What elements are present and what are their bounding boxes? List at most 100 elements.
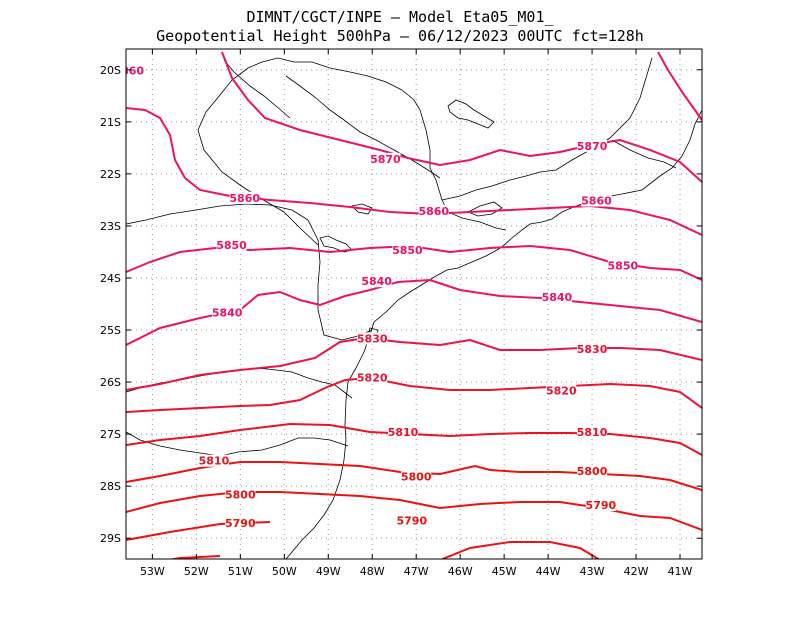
contour-label-bg [388, 426, 419, 439]
coastline [285, 334, 371, 559]
contour-label-bg [401, 470, 432, 483]
contour-label-bg [392, 243, 423, 256]
state-border [223, 59, 291, 119]
contour-5820 [126, 376, 702, 413]
contour-label-bg [225, 517, 256, 530]
contour-label-bg [357, 371, 388, 384]
y-tick-label: 20S [100, 64, 121, 77]
contour-label-bg [418, 204, 449, 217]
reservoir [351, 203, 373, 215]
contour-label-bg [541, 290, 572, 303]
contour-label-bg [216, 238, 247, 251]
contour-label: 5860 [418, 205, 449, 218]
contour-label-bg [546, 384, 577, 397]
contour-label-bg [126, 64, 145, 77]
contour-label: 5830 [357, 332, 388, 345]
x-tick-label: 46W [448, 565, 473, 578]
x-tick-label: 45W [492, 565, 517, 578]
y-tick-label: 22S [100, 168, 121, 181]
y-tick-label: 24S [100, 272, 121, 285]
x-tick-label: 50W [272, 565, 297, 578]
contour-label: 5800 [225, 489, 256, 502]
contour-5870-west [126, 107, 186, 179]
y-tick-label: 27S [100, 428, 121, 441]
axis-ticks: 53W 52W 51W 50W 49W 48W 47W 46W 45W 44W 43W 42W 41W 2… [100, 49, 702, 578]
state-border [126, 203, 373, 341]
contour-label: 5850 [392, 244, 423, 257]
contour-label-bg [577, 465, 608, 478]
contour-label-bg [225, 488, 256, 501]
coastline [369, 109, 702, 336]
x-tick-label: 48W [360, 565, 385, 578]
state-border [401, 89, 507, 231]
chart-subtitle: Geopotential Height 500hPa – 06/12/2023 … [156, 27, 644, 45]
contour-label: 5810 [388, 426, 419, 439]
x-tick-label: 41W [668, 565, 693, 578]
contour-label-bg [585, 498, 616, 511]
contour-label-bg [212, 306, 243, 319]
state-border [126, 431, 349, 457]
x-tick-label: 42W [624, 565, 649, 578]
contour-label: 5830 [577, 343, 608, 356]
y-tick-label: 28S [100, 480, 121, 493]
contour-label: 5800 [577, 465, 608, 478]
contour-label: 5820 [357, 371, 388, 384]
y-tick-label: 23S [100, 220, 121, 233]
contour-label: 5810 [577, 426, 608, 439]
contour-label: 5790 [225, 517, 256, 530]
contour-5780-east [439, 541, 601, 559]
state-border [611, 139, 677, 169]
contour-5830 [126, 336, 702, 391]
x-tick-label: 43W [580, 565, 605, 578]
contour-label: 5870 [370, 153, 401, 166]
contour-label-bg [198, 454, 229, 467]
state-border [285, 75, 441, 179]
contour-label-bg [361, 275, 392, 288]
contour-5870-north [657, 51, 702, 121]
y-tick-label: 26S [100, 376, 121, 389]
plot-frame [125, 48, 703, 560]
contour-5780 [169, 555, 221, 559]
contour-label: 5860 [581, 195, 612, 208]
contour-label-bg [357, 332, 388, 345]
contour-label-bg [577, 139, 608, 152]
contour-label-bg [229, 191, 260, 204]
reservoir [447, 99, 495, 129]
y-tick-label: 25S [100, 324, 121, 337]
state-border [441, 57, 653, 201]
contour-label: 5790 [586, 499, 617, 512]
contour-label: 5790 [396, 515, 427, 528]
contour-label: 5870 [577, 140, 608, 153]
contour-label-bg [370, 152, 401, 165]
y-tick-label: 21S [100, 116, 121, 129]
contour-label: 5850 [608, 260, 639, 273]
contour-label-bg [577, 342, 608, 355]
y-tick-label: 29S [100, 532, 121, 545]
x-tick-label: 49W [316, 565, 341, 578]
contour-5790 [126, 491, 702, 531]
x-tick-label: 52W [184, 565, 209, 578]
contour-5810 [126, 422, 702, 456]
reservoir [467, 201, 503, 217]
contour-label: 5820 [546, 384, 577, 397]
x-tick-label: 47W [404, 565, 429, 578]
contour-label: 5860 [229, 192, 260, 205]
contour-label-bg [396, 514, 427, 527]
contour-labels: 5870 5870 5860 5860 5860 5850 5850 5850 5840 5840… [121, 64, 639, 530]
contour-label: 5800 [401, 470, 432, 483]
contour-label: 5840 [212, 306, 243, 319]
contour-label-bg [581, 194, 612, 207]
contour-label-bg [577, 426, 608, 439]
contour-label: 860 [121, 64, 144, 77]
contour-label-bg [607, 259, 638, 272]
contour-label: 5810 [199, 455, 230, 468]
x-tick-label: 44W [536, 565, 561, 578]
contour-label: 5840 [361, 275, 392, 288]
contour-label: 5850 [216, 239, 247, 252]
chart-title: DIMNT/CGCT/INPE – Model Eta05_M01_ [246, 8, 554, 26]
x-tick-label: 51W [228, 565, 253, 578]
contour-label: 5840 [542, 291, 573, 304]
x-tick-label: 53W [140, 565, 165, 578]
contour-5870 [221, 51, 702, 183]
